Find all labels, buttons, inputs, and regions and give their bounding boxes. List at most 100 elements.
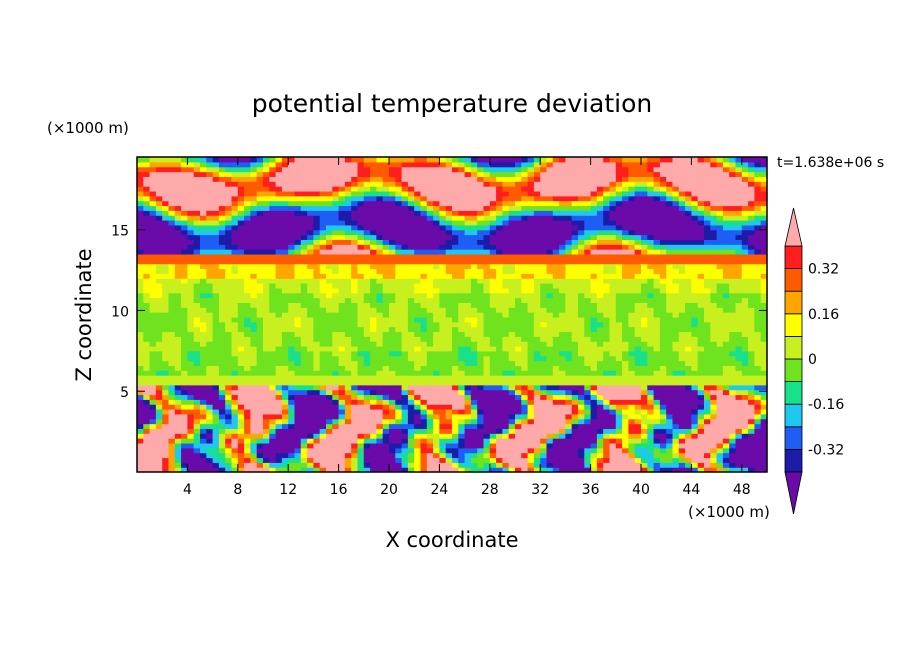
field-cell (338, 224, 346, 231)
field-cell (376, 181, 384, 187)
field-cell (559, 287, 566, 294)
field-cell (187, 394, 195, 400)
field-cell (250, 452, 258, 459)
field-cell (281, 365, 289, 371)
field-cell (250, 321, 258, 328)
field-cell (294, 278, 302, 284)
field-cell (609, 195, 617, 202)
field-cell (370, 360, 377, 366)
field-cell (571, 370, 579, 376)
field-cell (389, 181, 396, 187)
field-cell (193, 268, 201, 274)
field-cell (357, 423, 365, 429)
field-cell (149, 433, 157, 439)
field-cell (502, 171, 510, 177)
field-cell (137, 462, 144, 468)
field-cell (540, 447, 548, 454)
field-cell (143, 205, 151, 211)
field-cell (596, 438, 604, 444)
field-cell (212, 249, 220, 255)
field-cell (552, 195, 560, 202)
field-cell (515, 224, 522, 231)
field-cell (370, 190, 377, 197)
field-cell (357, 447, 365, 454)
field-cell (533, 200, 541, 207)
field-cell (584, 312, 592, 318)
field-cell (407, 413, 415, 420)
field-cell (508, 166, 516, 173)
field-cell (137, 375, 144, 381)
field-cell (426, 452, 434, 459)
field-cell (263, 215, 270, 221)
field-cell (496, 210, 503, 216)
field-cell (426, 190, 434, 197)
field-cell (187, 268, 195, 274)
field-cell (244, 292, 251, 299)
field-cell (143, 166, 151, 173)
field-cell (363, 331, 371, 337)
field-cell (439, 273, 447, 279)
field-cell (401, 413, 409, 420)
field-cell (187, 389, 195, 396)
field-cell (578, 423, 585, 429)
field-cell (231, 215, 239, 221)
field-cell (206, 253, 214, 260)
field-cell (162, 384, 170, 391)
field-cell (363, 297, 371, 303)
field-cell (470, 360, 478, 366)
field-cell (313, 331, 321, 337)
field-cell (326, 220, 333, 226)
field-cell (426, 321, 434, 328)
field-cell (237, 287, 245, 294)
field-cell (137, 181, 144, 187)
field-cell (149, 331, 157, 337)
field-cell (244, 190, 251, 197)
field-cell (344, 195, 352, 202)
field-cell (137, 224, 144, 231)
field-cell (483, 302, 491, 308)
field-cell (269, 438, 277, 444)
field-cell (168, 190, 176, 197)
field-cell (565, 200, 573, 207)
field-cell (237, 375, 245, 381)
field-cell (559, 321, 566, 328)
field-cell (206, 244, 214, 250)
field-cell (565, 331, 573, 337)
field-cell (370, 350, 377, 357)
field-cell (174, 249, 182, 255)
field-cell (571, 210, 579, 216)
field-cell (559, 229, 566, 236)
field-cell (332, 428, 340, 434)
field-cell (540, 171, 548, 177)
field-cell (565, 253, 573, 260)
field-cell (477, 297, 485, 303)
field-cell (155, 360, 163, 366)
field-cell (395, 428, 403, 434)
field-cell (596, 413, 604, 420)
field-cell (578, 171, 585, 177)
field-cell (193, 355, 201, 362)
field-cell (584, 423, 592, 429)
field-cell (590, 321, 598, 328)
field-cell (407, 360, 415, 366)
field-cell (143, 452, 151, 459)
field-cell (552, 389, 560, 396)
field-cell (596, 336, 604, 342)
field-cell (489, 379, 497, 386)
field-cell (162, 326, 170, 333)
field-cell (294, 457, 302, 463)
field-cell (212, 307, 220, 313)
field-cell (326, 423, 333, 429)
field-cell (143, 331, 151, 337)
field-cell (187, 331, 195, 337)
field-cell (596, 447, 604, 454)
field-cell (294, 215, 302, 221)
field-cell (313, 442, 321, 449)
field-cell (256, 263, 264, 270)
field-cell (225, 210, 233, 216)
field-cell (168, 239, 176, 245)
field-cell (181, 253, 188, 260)
field-cell (439, 176, 447, 182)
field-cell (225, 283, 233, 289)
field-cell (401, 384, 409, 391)
